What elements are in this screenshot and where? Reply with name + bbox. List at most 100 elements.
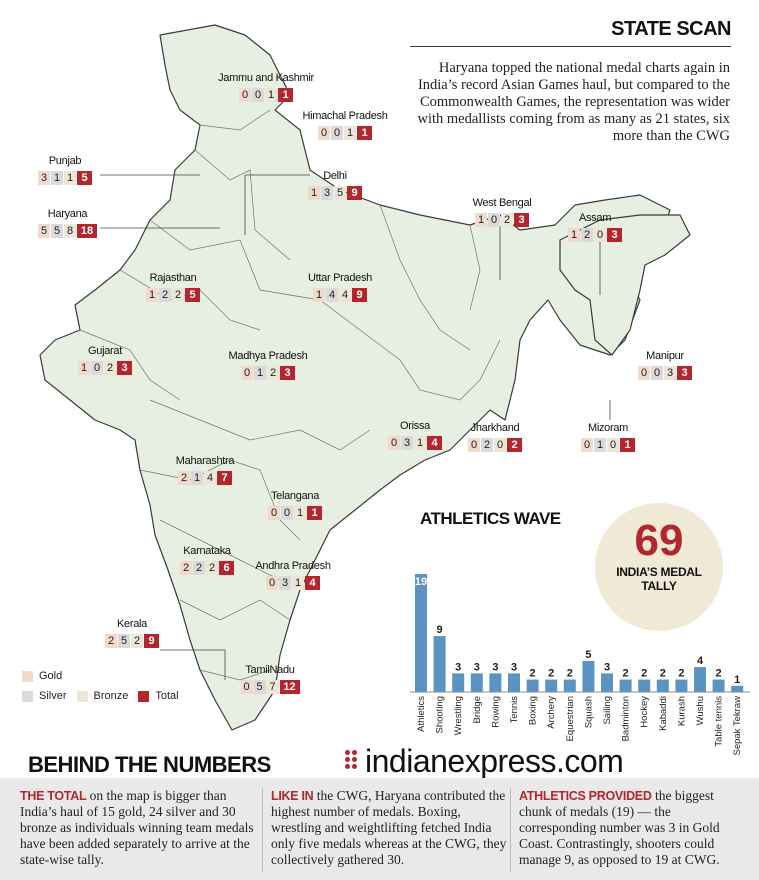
- state-maharashtra: Maharashtra 2 1 4 7: [155, 455, 255, 486]
- bronze-count: 2: [131, 634, 143, 648]
- silver-count: 2: [159, 288, 171, 302]
- bar-value-label: 2: [641, 668, 647, 680]
- bar-value-label: 19: [415, 576, 427, 588]
- state-haryana: Haryana 5 5 8 18: [25, 208, 110, 239]
- category-label: Sepak Tekraw: [732, 696, 743, 756]
- bronze-count: 1: [294, 506, 306, 520]
- silver-count: 5: [118, 634, 130, 648]
- silver-count: 5: [253, 680, 266, 694]
- bar-sailing: [601, 673, 613, 692]
- gold-count: 0: [388, 436, 400, 450]
- bronze-count: 0: [494, 438, 506, 452]
- bar-kabaddi: [656, 679, 669, 692]
- bar-value-label: 4: [697, 655, 704, 667]
- category-label: Archery: [546, 696, 557, 729]
- bar-value-label: 9: [437, 624, 443, 636]
- bronze-count: 2: [206, 561, 218, 575]
- bar-athletics: [415, 574, 427, 692]
- state-name: Manipur: [646, 350, 684, 362]
- total-count: 7: [217, 471, 232, 485]
- total-count: 9: [144, 634, 159, 648]
- bar-bridge: [470, 673, 483, 692]
- silver-count: 1: [191, 471, 203, 485]
- state-name: Telangana: [270, 490, 320, 502]
- silver-count: 4: [326, 288, 338, 302]
- bronze-count: 0: [607, 438, 619, 452]
- gold-count: 0: [240, 680, 253, 694]
- medal-tally-value: 69: [634, 516, 684, 565]
- category-label: Table tennis: [714, 696, 725, 747]
- category-label: Shooting: [435, 696, 446, 734]
- state-madhya-pradesh: Madhya Pradesh 0 1 2 3: [223, 350, 313, 381]
- state-name: Delhi: [323, 170, 347, 182]
- silver-count: 0: [488, 213, 500, 227]
- state-name: Jammu and Kashmir: [218, 72, 314, 84]
- silver-count: 3: [401, 436, 413, 450]
- total-count: 18: [77, 224, 97, 238]
- bar-value-label: 2: [530, 668, 536, 680]
- total-count: 4: [305, 576, 320, 590]
- state-tamilnadu: TamilNadu 0 5 7 12: [225, 664, 315, 695]
- bronze-count: 3: [664, 366, 676, 380]
- state-name: TamilNadu: [245, 664, 295, 676]
- state-karnataka: Karnataka 2 2 2 6: [162, 545, 252, 576]
- state-scan-title: STATE SCAN: [611, 18, 731, 40]
- bar-tennis: [508, 673, 520, 692]
- chart-title: ATHLETICS WAVE: [420, 509, 561, 528]
- bar-value-label: 2: [567, 668, 573, 680]
- note-total: THE TOTAL on the map is bigger than Indi…: [20, 788, 254, 867]
- silver-count: 3: [321, 186, 333, 200]
- athletics-bar-chart: 19 Athletics 9 Shooting 3 Wrestling 3 Bridge 3 Ro…: [410, 574, 750, 756]
- silver-count: 0: [281, 506, 293, 520]
- logo-text: indianexpress.com: [365, 743, 624, 779]
- gold-count: 1: [78, 361, 90, 375]
- total-count: 1: [620, 438, 635, 452]
- category-label: Wushu: [695, 696, 706, 725]
- silver-count: 2: [581, 228, 593, 242]
- bronze-count: 4: [339, 288, 351, 302]
- bar-value-label: 3: [511, 661, 517, 673]
- silver-count: 1: [254, 366, 266, 380]
- state-rajasthan: Rajasthan 1 2 2 5: [128, 272, 218, 303]
- state-mizoram: Mizoram 0 1 0 1: [573, 422, 643, 453]
- state-punjab: Punjab 3 1 1 5: [25, 155, 105, 186]
- bronze-count: 1: [414, 436, 426, 450]
- bar-wushu: [694, 667, 706, 692]
- gold-count: 3: [38, 171, 50, 185]
- bar-value-label: 2: [548, 668, 554, 680]
- silver-count: 0: [91, 361, 103, 375]
- medal-tally-badge: 69 INDIA’S MEDAL TALLY: [595, 503, 723, 631]
- legend-gold: Gold: [22, 670, 62, 682]
- total-count: 5: [185, 288, 200, 302]
- bronze-count: 2: [267, 366, 279, 380]
- silver-count: 2: [193, 561, 205, 575]
- state-name: Mizoram: [587, 422, 629, 434]
- bar-value-label: 2: [660, 668, 666, 680]
- category-label: Kabaddi: [658, 696, 669, 731]
- bronze-count: 2: [172, 288, 184, 302]
- bronze-count: 1: [64, 171, 76, 185]
- category-label: Rowing: [490, 696, 501, 728]
- state-gujarat: Gujarat 1 0 2 3: [65, 345, 145, 376]
- northeast-outline: [559, 214, 691, 356]
- total-count: 1: [278, 88, 293, 102]
- india-map: [39, 24, 691, 731]
- state-west-bengal: West Bengal 1 0 2 3: [462, 197, 542, 228]
- bronze-count: 0: [594, 228, 606, 242]
- bronze-count: 4: [204, 471, 216, 485]
- total-count: 3: [117, 361, 132, 375]
- silver-count: 3: [279, 576, 291, 590]
- total-count: 9: [347, 186, 362, 200]
- bar-value-label: 3: [604, 661, 610, 673]
- state-andhra-pradesh: Andhra Pradesh 0 3 1 4: [248, 560, 338, 591]
- title-rule: [410, 46, 731, 47]
- silver-count: 0: [651, 366, 663, 380]
- gold-count: 0: [638, 366, 650, 380]
- state-name: Karnataka: [183, 545, 231, 557]
- category-label: Kurash: [676, 696, 687, 726]
- total-count: 3: [280, 366, 295, 380]
- bar-rowing: [489, 673, 502, 692]
- bar-hockey: [638, 679, 651, 692]
- gold-count: 0: [266, 576, 278, 590]
- bronze-count: 1: [265, 88, 277, 102]
